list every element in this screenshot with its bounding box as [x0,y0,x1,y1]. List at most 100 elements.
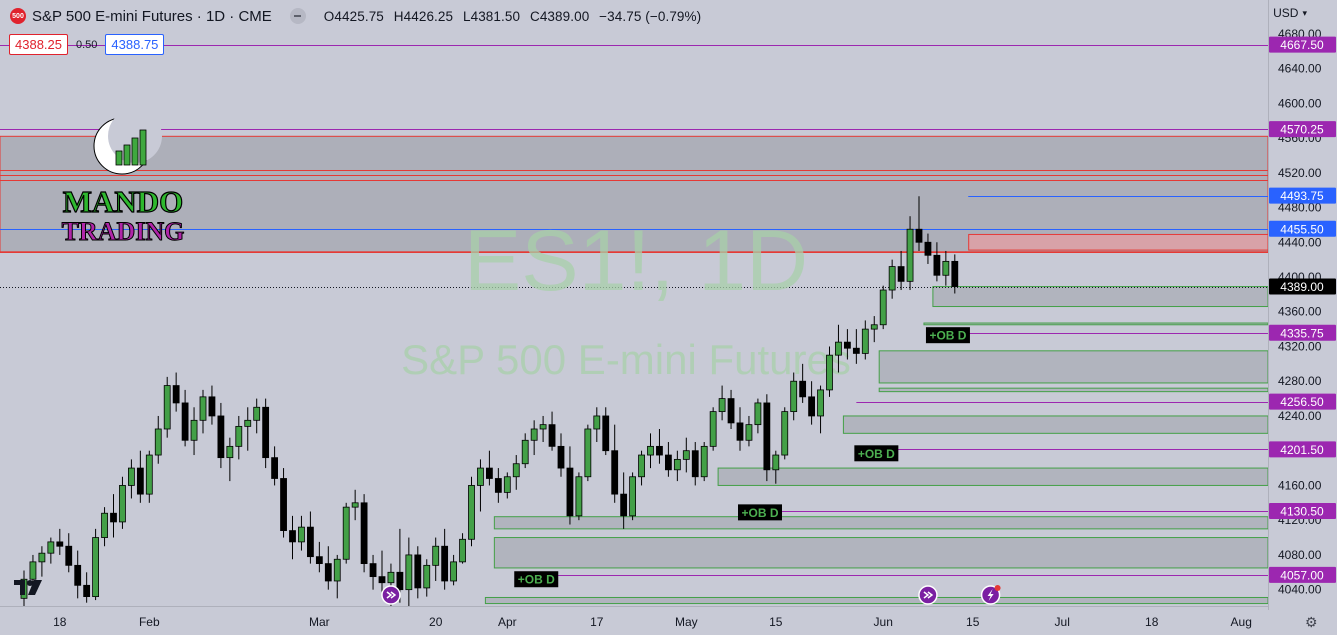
candle [199,389,207,434]
logo-bar-icon [115,150,123,166]
candle-body [441,545,449,582]
ob-label: +OB D [854,445,899,462]
settings-gear-icon[interactable]: ⚙ [1305,614,1318,630]
candle-body [333,558,341,582]
candle [136,450,144,503]
ask-button[interactable]: 4388.75 [105,34,165,55]
x-tick-label: May [675,615,698,629]
candles-layer [20,196,959,606]
price-label-bg [1269,36,1336,53]
candle-body [790,380,798,413]
y-tick-label: 4520.00 [1278,166,1322,180]
candle [539,415,547,443]
candle [154,415,162,464]
bid-button[interactable]: 4388.25 [9,34,68,55]
candle [673,450,681,482]
candle [835,324,842,373]
candle [593,407,601,443]
candle [226,437,234,482]
candle [772,450,780,484]
candle [575,472,583,521]
event-arrow-icon[interactable] [381,585,401,605]
candle-body [477,467,484,486]
tradingview-logo-icon[interactable] [12,577,46,597]
price-axis-bg [1268,0,1337,635]
candle-body [110,512,117,523]
logo-line2: TRADING [62,217,185,246]
price-label: 4256.50 [1269,393,1336,410]
candle [450,554,458,586]
event-arrow-icon[interactable] [918,585,938,605]
candle [360,494,368,573]
hide-legend-icon[interactable] [289,8,306,24]
candle [163,376,171,438]
price-label-bg [1269,278,1336,295]
candle-body [539,424,547,430]
candle-body [101,512,108,538]
price-label: 4667.50 [1269,36,1336,53]
candle [342,502,350,564]
candle [888,259,896,299]
chart-title[interactable]: S&P 500 E-mini Futures · 1D · CME [32,7,272,25]
candle [181,389,189,447]
candle [933,242,941,282]
currency-selector[interactable]: USD ▾ [1273,6,1307,20]
price-label-bg [1269,220,1336,237]
candle-body [468,485,475,540]
candle [629,472,636,521]
candle [808,381,815,425]
candle-body [557,445,565,469]
candle [172,372,180,412]
candle [235,415,243,460]
price-label-text: 4455.50 [1280,222,1324,236]
candle [557,433,565,477]
candle [101,507,108,547]
candle-body [763,402,771,471]
candle [298,515,305,551]
candle-body [709,411,717,447]
price-label: 4389.00 [1269,278,1336,295]
event-lightning-icon[interactable] [980,585,1001,605]
ob-label-text: +OB D [741,506,778,520]
candle-body [253,406,261,421]
symbol-badge-icon[interactable]: 500 [10,8,26,24]
candle [83,572,91,603]
candle [844,329,851,360]
candle [718,385,726,421]
x-tick-label: Apr [498,615,517,629]
candle [74,550,82,599]
candle-body [906,228,914,282]
candle-body [772,454,780,471]
zone-box [878,387,1269,393]
candle [852,329,860,364]
candle [306,511,314,564]
zone-box [484,596,1269,605]
candle-body [745,424,753,441]
candle-body [315,556,323,565]
candle-body [324,563,332,582]
close-value: 4389.00 [539,8,590,24]
y-tick-label: 4600.00 [1278,96,1322,110]
price-label: 4130.50 [1269,503,1336,520]
price-label: 4201.50 [1269,441,1336,458]
candle [253,398,261,434]
candle [521,433,529,469]
candle [459,533,466,564]
candle-body [119,485,126,523]
price-label-bg [1269,121,1336,138]
candle [763,394,771,482]
candle [709,407,717,451]
candle-body [521,439,529,465]
candle [826,346,833,397]
candle-body [127,467,135,486]
candle [65,533,73,573]
zone-box [932,286,1269,308]
candle-body [826,354,833,391]
candle [485,450,493,486]
candle [145,450,153,503]
candle-body [351,502,359,508]
candle [602,407,610,456]
candle [647,433,654,469]
